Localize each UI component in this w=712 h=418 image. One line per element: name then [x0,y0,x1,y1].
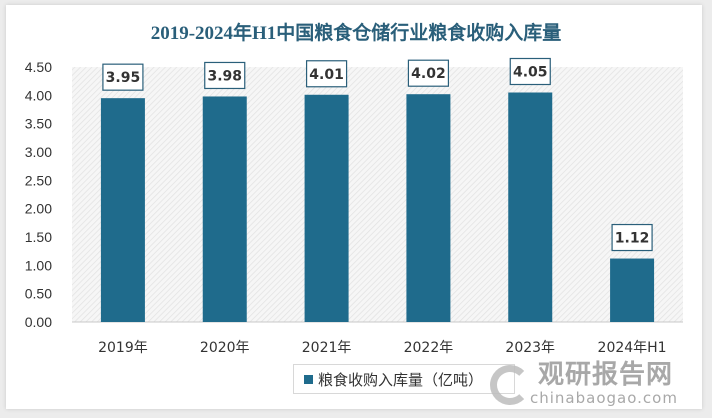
data-label-box [102,63,144,91]
data-label: 3.98 [207,68,242,84]
data-label-box [305,60,348,88]
bar [100,98,145,323]
bar [508,92,553,322]
x-tick-label: 2024年H1 [598,340,667,356]
data-label-box [509,57,551,86]
data-label: 4.02 [411,66,446,82]
bar [304,94,349,323]
watermark: 观研报告网 chinabaogao.com [490,361,678,407]
data-label: 4.01 [309,67,344,83]
x-tick-label: 2023年 [505,340,555,356]
chart-title: 2019-2024年H1中国粮食仓储行业粮食收购入库量 [150,23,562,44]
y-tick-label: 1.00 [25,257,52,273]
y-tick-label: 4.00 [25,87,52,103]
legend-label: 粮食收购入库量（亿吨） [318,370,484,389]
data-label: 4.05 [513,65,548,81]
y-tick-label: 3.00 [25,144,52,160]
data-label: 3.95 [106,70,141,86]
watermark-brand: 观研报告网 [538,360,674,390]
watermark-logo-icon [490,365,530,405]
legend: 粮食收购入库量（亿吨） [293,364,515,394]
y-tick-label: 4.50 [25,59,52,75]
bar [406,94,451,322]
bar [202,96,247,322]
data-label-box [407,59,450,87]
x-tick-label: 2020年 [200,340,250,356]
y-tick-label: 0.50 [25,286,52,302]
x-tick-label: 2021年 [302,340,352,356]
y-tick-label: 1.50 [25,229,52,245]
data-label-box [204,61,246,90]
plot-area [72,67,683,322]
y-tick-label: 3.50 [25,116,52,132]
legend-swatch [304,374,313,384]
y-tick-label: 2.50 [25,172,52,188]
data-label-box [611,223,653,252]
data-label: 1.12 [615,231,650,247]
y-tick-label: 2.00 [25,201,52,217]
x-tick-label: 2022年 [404,340,454,356]
y-tick-label: 0.00 [25,314,52,330]
x-tick-label: 2019年 [98,340,148,356]
watermark-site: chinabaogao.com [530,389,678,407]
bar [610,258,655,322]
